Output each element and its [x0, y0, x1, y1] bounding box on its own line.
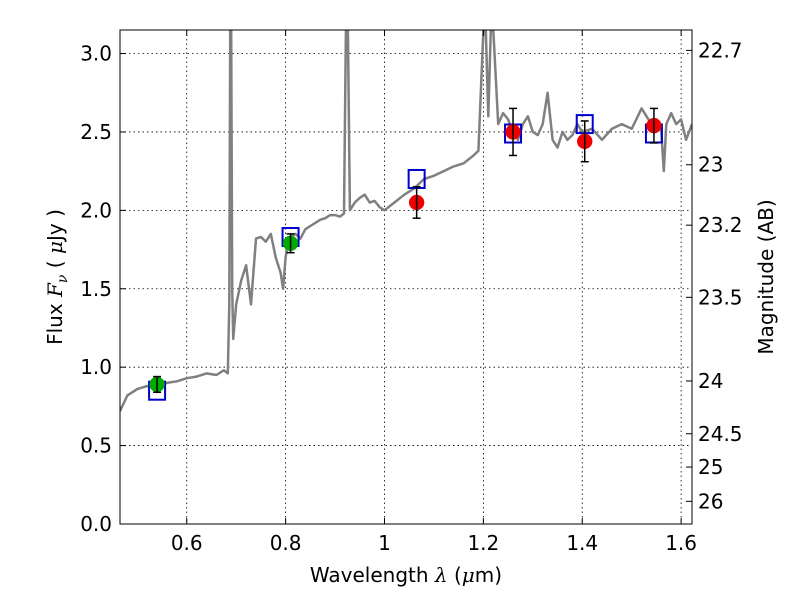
- photometry-layer: [148, 107, 663, 401]
- y2-axis-label: Magnitude (AB): [754, 199, 778, 354]
- y2-tick-label: 25: [698, 455, 723, 479]
- y-tick-label: 0.0: [80, 512, 112, 536]
- x-tick-label: 0.8: [270, 531, 302, 555]
- y2-tick-label: 22.7: [698, 38, 743, 62]
- grid: [120, 30, 692, 525]
- y-tick-label: 2.5: [80, 120, 112, 144]
- x-tick-label: 1: [378, 531, 391, 555]
- x-tick-label: 1.6: [665, 531, 697, 555]
- x-tick-label: 1.2: [467, 531, 499, 555]
- y-tick-label: 2.0: [80, 198, 112, 222]
- plot-frame: [119, 29, 693, 525]
- y2-tick-label: 23: [698, 153, 723, 177]
- y2-tick-label: 24: [698, 369, 723, 393]
- spectrum-line: [120, 30, 692, 412]
- x-axis-label: Wavelength λ (μm): [310, 563, 502, 587]
- x-tick-label: 0.6: [171, 531, 203, 555]
- y2-tick-label: 24.5: [698, 422, 743, 446]
- y-tick-label: 1.5: [80, 277, 112, 301]
- y2-tick-label: 23.2: [698, 213, 743, 237]
- y2-tick-label: 23.5: [698, 285, 743, 309]
- y-tick-label: 1.0: [80, 355, 112, 379]
- spectrum-layer: [120, 30, 692, 412]
- x-tick-label: 1.4: [566, 531, 598, 555]
- y-tick-label: 0.5: [80, 434, 112, 458]
- y2-tick-label: 26: [698, 489, 723, 513]
- y-axis-label: Flux Fν ( μJy ): [43, 209, 71, 345]
- y-tick-label: 3.0: [80, 42, 112, 66]
- ticks: 0.6 0.8 1 1.2 1.4 1.6 0.0 0.5 1.0 1.5 2.0 2.5 3.0 22.…: [80, 30, 743, 555]
